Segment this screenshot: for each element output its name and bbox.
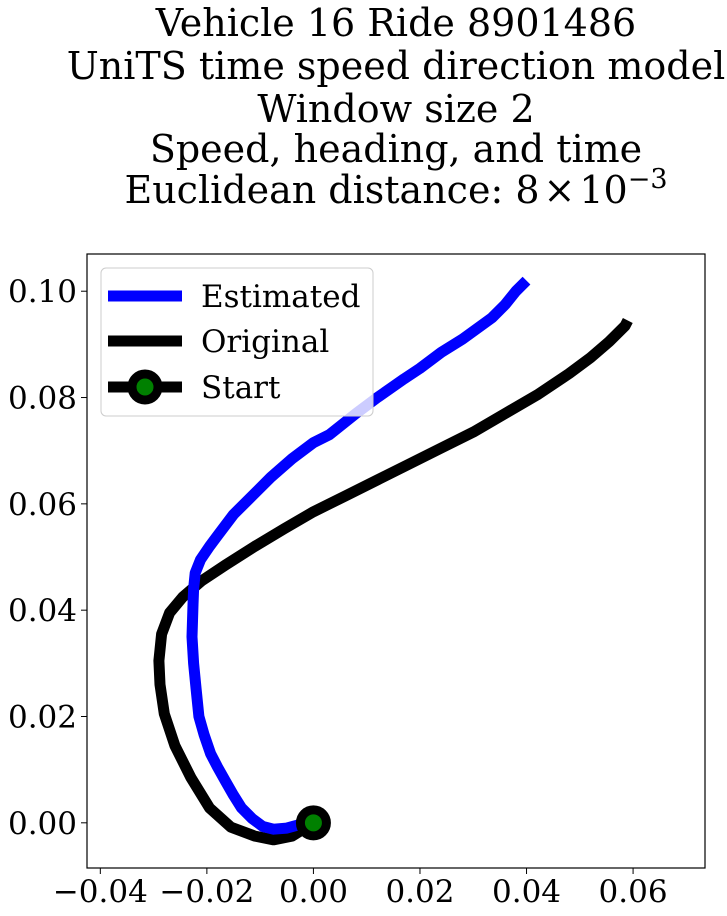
x-tick-label-1: −0.02 — [159, 874, 254, 910]
legend: Estimated Original Start — [100, 267, 374, 417]
distance-base: 10 — [579, 168, 627, 212]
x-axis: −0.04 −0.02 0.00 0.02 0.04 0.06 — [53, 868, 668, 910]
x-tick-label-3: 0.02 — [385, 874, 454, 910]
legend-label-2: Start — [201, 370, 281, 406]
legend-start-marker — [127, 369, 163, 405]
series-layer — [153, 276, 633, 846]
title-line-1: Vehicle 16 Ride 8901486 — [155, 1, 636, 45]
y-tick-label-1: 0.02 — [8, 699, 77, 735]
distance-times: × — [544, 168, 576, 212]
legend-label-0: Estimated — [201, 279, 360, 315]
x-tick-label-4: 0.04 — [492, 874, 561, 910]
y-tick-label-2: 0.04 — [8, 593, 77, 629]
y-tick-label-3: 0.06 — [8, 487, 77, 523]
distance-mantissa: 8 — [515, 168, 539, 212]
x-tick-label-2: 0.00 — [279, 874, 348, 910]
y-tick-label-4: 0.08 — [8, 381, 77, 417]
y-axis: 0.00 0.02 0.04 0.06 0.08 0.10 — [8, 274, 87, 842]
title-line-2: UniTS time speed direction model — [67, 44, 726, 88]
legend-label-1: Original — [201, 324, 329, 360]
title-line-5: Euclidean distance: 8 × 10−3 — [124, 164, 667, 212]
x-tick-label-5: 0.06 — [599, 874, 668, 910]
y-tick-label-0: 0.00 — [8, 806, 77, 842]
start-marker — [295, 805, 331, 841]
series-line-original — [153, 318, 633, 846]
title-distance-label: Euclidean distance: — [124, 168, 515, 212]
y-tick-label-5: 0.10 — [8, 274, 77, 310]
chart-title: Vehicle 16 Ride 8901486 UniTS time speed… — [67, 1, 726, 212]
series-line-estimated — [186, 276, 531, 835]
x-tick-label-0: −0.04 — [53, 874, 148, 910]
title-line-4: Speed, heading, and time — [150, 127, 642, 171]
title-line-3: Window size 2 — [257, 87, 534, 131]
distance-exponent: −3 — [628, 164, 668, 195]
legend-box — [100, 267, 374, 417]
